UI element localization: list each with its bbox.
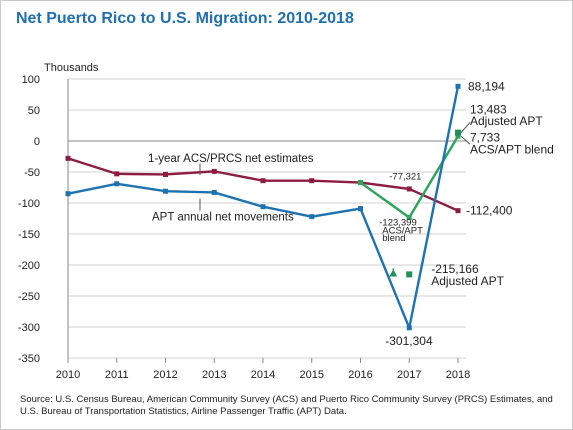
x-tick-label: 2016 <box>348 369 372 381</box>
adjusted-apt-leader <box>460 122 471 133</box>
y-tick-label: -300 <box>18 322 40 334</box>
apt-data-point <box>455 83 461 89</box>
y-tick-label: 50 <box>28 105 40 117</box>
acs-2017-label: -77,321 <box>389 171 421 182</box>
adjustment-arrow-head <box>389 269 398 277</box>
acs-data-point <box>309 178 315 184</box>
y-tick-label: 0 <box>34 136 40 148</box>
y-tick-labels: 100 50 0 -50 -100 -150 -200 -250 -300 -350 <box>18 74 40 365</box>
apt-data-point <box>309 214 315 220</box>
acs-data-point <box>163 171 168 177</box>
acs-2018-label: -112,400 <box>466 204 513 218</box>
apt-series-label: APT annual net movements <box>152 211 294 223</box>
x-tick-labels: 2010 2011 2012 2013 2014 2015 2016 2017 2018 <box>56 369 470 381</box>
blend-leader <box>460 135 471 145</box>
adjusted-apt-2017-name: Adjusted APT <box>431 274 504 288</box>
apt-data-point <box>114 181 120 187</box>
adjusted-apt-2018-name: Adjusted APT <box>470 114 543 128</box>
apt-2017-label: -301,304 <box>385 334 433 348</box>
x-tick-label: 2018 <box>446 369 470 381</box>
blend-2017-label-line3: blend <box>382 233 405 244</box>
blend-data-point <box>358 180 363 186</box>
acs-data-point <box>211 168 217 174</box>
x-tick-label: 2010 <box>56 369 80 381</box>
x-tick-label: 2017 <box>397 369 421 381</box>
apt-data-point <box>163 188 168 194</box>
x-tick-label: 2011 <box>105 369 129 381</box>
adjusted-apt-2017-value: -215,166 <box>431 262 479 276</box>
blend-2018-name: ACS/APT blend <box>470 142 554 156</box>
x-tick-label: 2014 <box>251 369 275 381</box>
y-tick-label: 100 <box>22 74 40 86</box>
y-tick-label: -50 <box>24 167 40 179</box>
apt-data-point <box>406 325 412 331</box>
y-tick-label: -150 <box>18 229 40 241</box>
blend-data-point <box>455 133 461 139</box>
y-axis-label: Thousands <box>44 62 99 74</box>
x-tick-label: 2015 <box>300 369 324 381</box>
x-tick-label: 2012 <box>153 369 177 381</box>
chart-title: Net Puerto Rico to U.S. Migration: 2010-… <box>16 10 354 27</box>
apt-data-point <box>211 189 217 195</box>
chart-annotations: 1-year ACS/PRCS net estimates APT annual … <box>148 79 554 347</box>
acs-data-point <box>114 171 120 177</box>
y-tick-label: -350 <box>18 353 40 365</box>
blend-2017-label-line2: ACS/APT <box>382 225 423 236</box>
grid-lines <box>67 78 466 363</box>
apt-2018-label: 88,194 <box>468 79 505 93</box>
blend-2017-value: -123,399 <box>379 217 417 228</box>
adjusted-apt-point <box>406 271 413 278</box>
source-note: Source: U.S. Census Bureau, American Com… <box>20 394 553 417</box>
apt-data-point <box>260 204 266 210</box>
acs-data-point <box>65 155 71 161</box>
apt-data-point <box>358 206 363 212</box>
y-tick-label: -250 <box>18 291 40 303</box>
adjusted-apt-2018-value: 13,483 <box>470 103 507 117</box>
acs-data-point <box>260 178 266 184</box>
y-tick-label: -100 <box>18 198 40 210</box>
y-tick-label: -200 <box>18 260 40 272</box>
blend-2018-value: 7,733 <box>470 131 500 145</box>
series-markers <box>65 83 461 331</box>
adjusted-apt-point <box>455 129 461 136</box>
acs-data-point <box>406 186 412 192</box>
apt-data-point <box>65 191 71 197</box>
acs-series-label: 1-year ACS/PRCS net estimates <box>148 153 314 165</box>
blend-data-point <box>406 215 412 221</box>
x-tick-label: 2013 <box>202 369 226 381</box>
acs-data-point <box>455 208 461 214</box>
